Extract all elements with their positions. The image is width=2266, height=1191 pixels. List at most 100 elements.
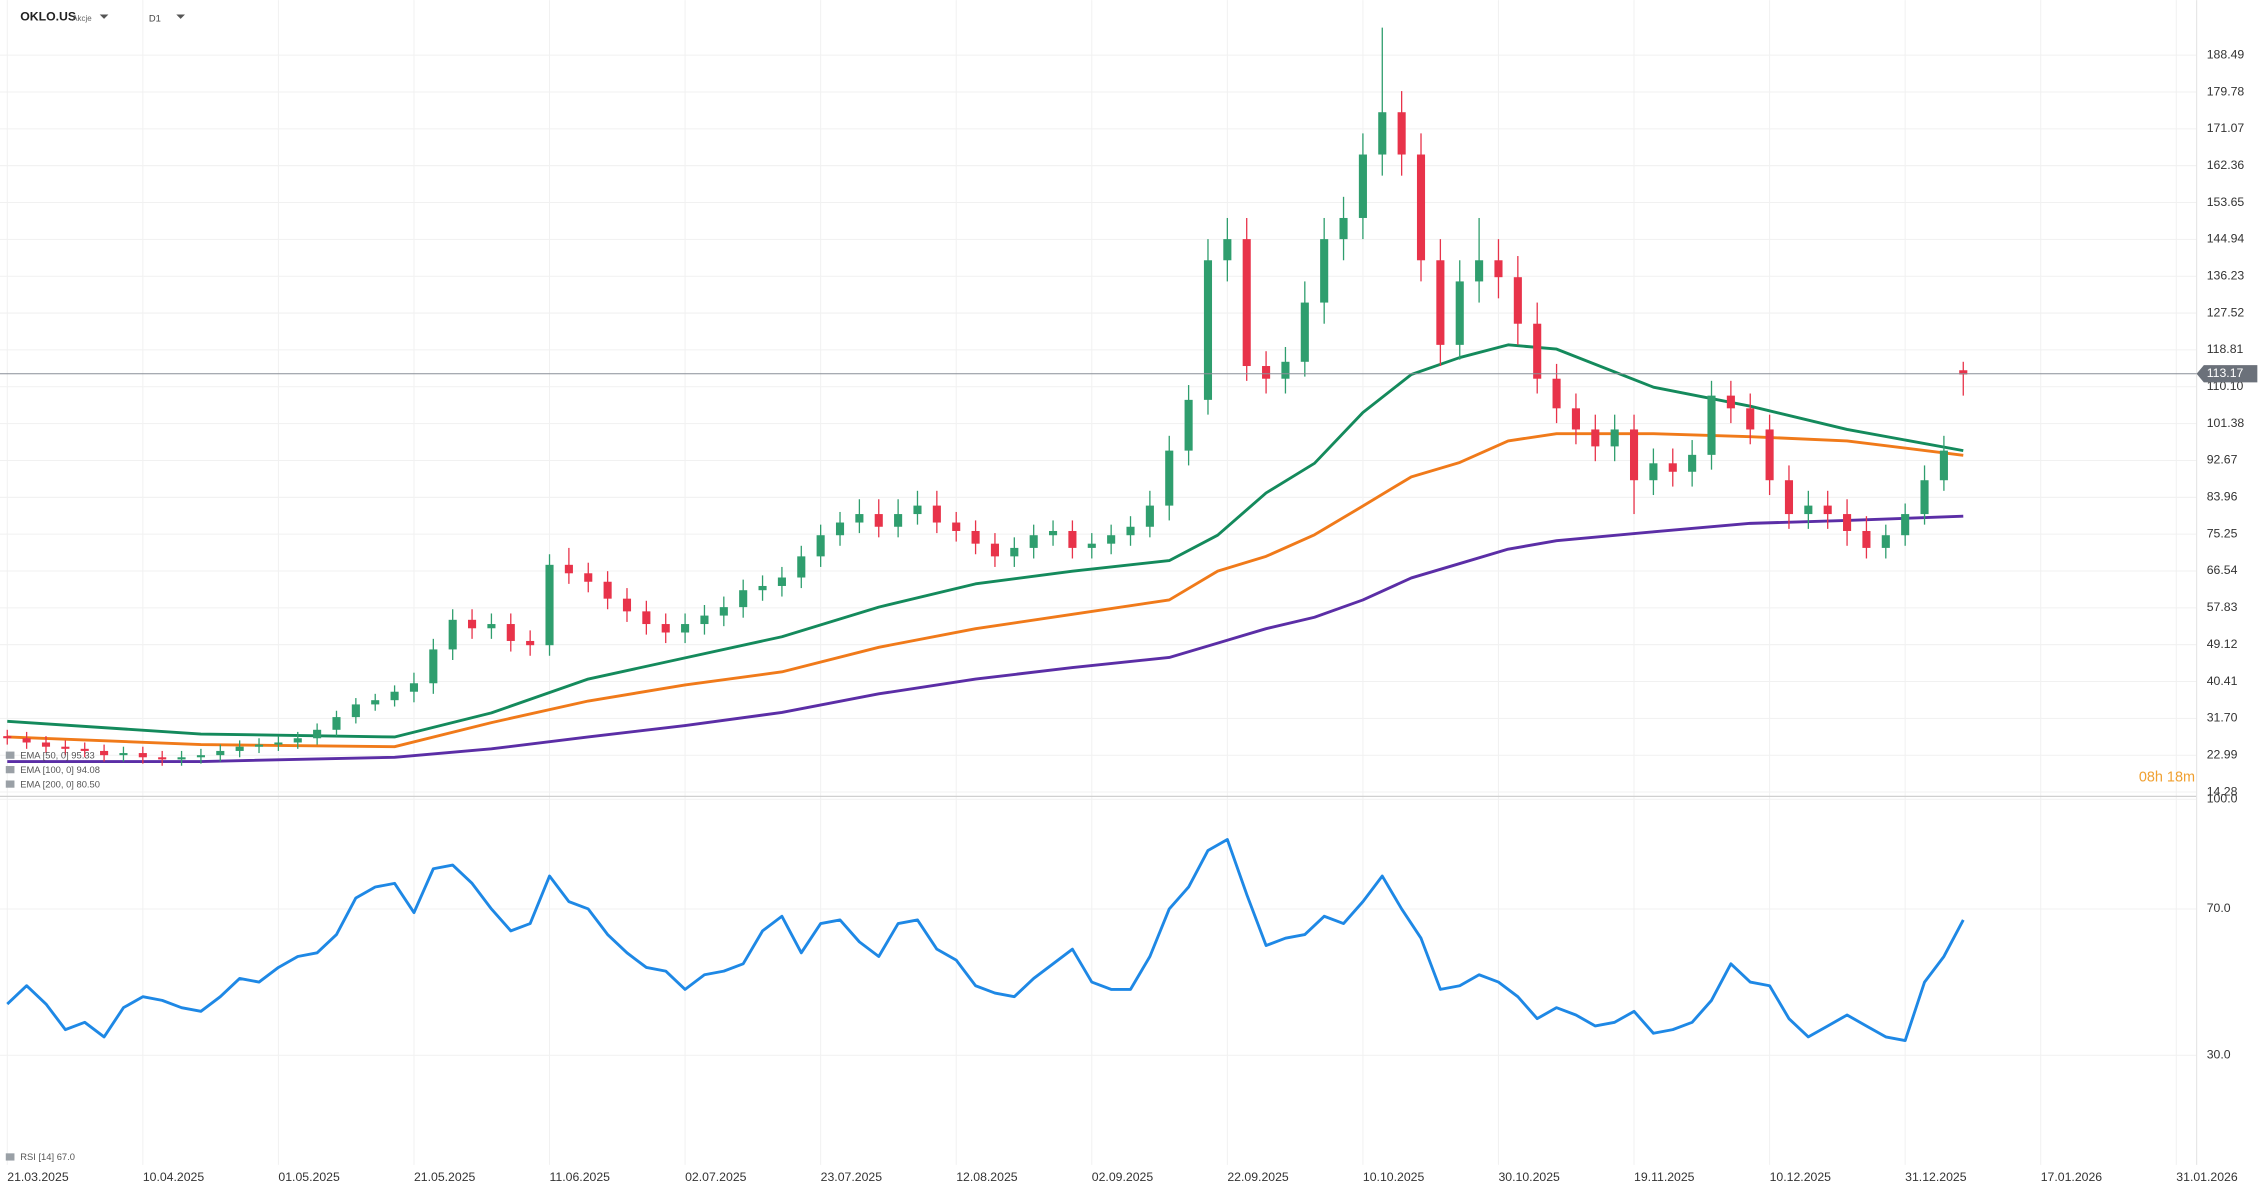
candle-body bbox=[1126, 526, 1135, 536]
candle-body bbox=[816, 535, 825, 557]
instrument-type: Akcje bbox=[72, 14, 92, 23]
candle-body bbox=[22, 738, 31, 743]
candle-body bbox=[1068, 530, 1077, 548]
symbol-dropdown[interactable] bbox=[99, 14, 109, 19]
y-tick-label: 171.07 bbox=[2207, 121, 2245, 135]
candle-body bbox=[1591, 429, 1600, 447]
candle-body bbox=[1726, 395, 1735, 409]
y-tick-label: 14.28 bbox=[2207, 784, 2238, 798]
candle-body bbox=[642, 611, 651, 625]
candle-body bbox=[1378, 112, 1387, 155]
last-price-label: 113.17 bbox=[2207, 366, 2244, 380]
candle-body bbox=[216, 750, 225, 756]
candle-body bbox=[1475, 260, 1484, 282]
candle-body bbox=[1959, 370, 1968, 375]
candle-body bbox=[177, 757, 186, 760]
y-tick-label: 162.36 bbox=[2207, 158, 2245, 172]
x-tick-label: 10.04.2025 bbox=[143, 1170, 205, 1184]
y-tick-label: 188.49 bbox=[2207, 47, 2245, 61]
candle-body bbox=[138, 753, 147, 758]
candle-body bbox=[1397, 112, 1406, 155]
candle-body bbox=[1629, 429, 1639, 481]
candle-body bbox=[1165, 450, 1174, 506]
candle-body bbox=[564, 564, 573, 574]
candle-body bbox=[1765, 429, 1774, 481]
y-tick-label: 75.25 bbox=[2207, 526, 2238, 540]
legend-icon bbox=[5, 751, 15, 759]
interval-dropdown[interactable] bbox=[176, 14, 185, 19]
candle-body bbox=[332, 717, 341, 730]
candle-body bbox=[1339, 217, 1348, 240]
candle-body bbox=[158, 757, 167, 760]
y-tick-label: 66.54 bbox=[2207, 563, 2238, 577]
y-tick-label: 31.70 bbox=[2207, 711, 2238, 725]
legend-entry: EMA [200, 0] 80.50 bbox=[20, 778, 100, 789]
symbol[interactable]: OKLO.US bbox=[20, 10, 76, 24]
interval[interactable]: D1 bbox=[149, 12, 161, 23]
candle-body bbox=[855, 514, 864, 523]
x-tick-label: 12.08.2025 bbox=[956, 1170, 1018, 1184]
candle-body bbox=[526, 640, 535, 646]
candle-body bbox=[3, 736, 12, 739]
x-tick-label: 31.01.2026 bbox=[2176, 1170, 2238, 1184]
legend-icon bbox=[5, 780, 15, 788]
candle-body bbox=[758, 585, 767, 591]
candle-body bbox=[1010, 547, 1019, 557]
x-tick-label: 02.07.2025 bbox=[685, 1170, 747, 1184]
y-tick-label: 57.83 bbox=[2207, 600, 2238, 614]
legend-entry: RSI [14] 67.0 bbox=[20, 1151, 75, 1162]
candle-body bbox=[235, 746, 244, 751]
candle-body bbox=[1049, 530, 1058, 536]
candle-body bbox=[913, 505, 922, 515]
candle-body bbox=[409, 683, 419, 692]
candle-body bbox=[1436, 260, 1445, 345]
grid-layer bbox=[0, 0, 2197, 1165]
candle-body bbox=[1746, 408, 1755, 430]
ema-line bbox=[7, 514, 1964, 763]
candle-body bbox=[1843, 514, 1852, 531]
candle-body bbox=[777, 577, 786, 586]
x-tick-label: 30.10.2025 bbox=[1498, 1170, 1560, 1184]
candle-body bbox=[1029, 535, 1038, 548]
candle-body bbox=[1358, 154, 1367, 218]
candle-body bbox=[1513, 277, 1522, 324]
candle-body bbox=[293, 738, 302, 743]
rsi-tick-label: 70.0 bbox=[2207, 901, 2231, 915]
candle-body bbox=[1571, 408, 1580, 430]
candle-body bbox=[429, 649, 438, 684]
candle-body bbox=[1145, 505, 1154, 527]
candle-body bbox=[739, 590, 748, 608]
candle-body bbox=[584, 573, 593, 582]
x-tick-label: 23.07.2025 bbox=[821, 1170, 883, 1184]
candle-body bbox=[1901, 514, 1910, 536]
y-tick-label: 49.12 bbox=[2207, 637, 2238, 651]
y-tick-label: 144.94 bbox=[2207, 232, 2245, 246]
candle-body bbox=[1804, 505, 1813, 515]
x-tick-label: 21.05.2025 bbox=[414, 1170, 476, 1184]
y-tick-label: 22.99 bbox=[2207, 747, 2238, 761]
candle-body bbox=[1242, 239, 1251, 367]
candle-body bbox=[971, 530, 980, 544]
candle-body bbox=[1784, 480, 1794, 515]
y-tick-label: 40.41 bbox=[2207, 674, 2238, 688]
candle-body bbox=[1223, 239, 1232, 261]
candle-body bbox=[41, 742, 51, 747]
legend-entry: EMA [50, 0] 95.33 bbox=[20, 749, 95, 760]
candle-body bbox=[448, 619, 457, 650]
x-tick-label: 31.12.2025 bbox=[1905, 1170, 1967, 1184]
candle-body bbox=[1320, 239, 1329, 303]
candle-body bbox=[719, 607, 728, 616]
candle-body bbox=[1203, 260, 1213, 400]
y-tick-label: 179.78 bbox=[2207, 84, 2245, 98]
candle-body bbox=[1668, 463, 1677, 472]
x-tick-label: 19.11.2025 bbox=[1634, 1170, 1695, 1184]
candle-body bbox=[1881, 535, 1890, 548]
countdown: 08h 18m bbox=[2139, 769, 2195, 785]
candle-body bbox=[1087, 543, 1096, 548]
y-tick-label: 136.23 bbox=[2207, 268, 2245, 282]
candle-body bbox=[990, 543, 999, 557]
candle-body bbox=[835, 522, 845, 536]
candle-body bbox=[1649, 463, 1658, 481]
